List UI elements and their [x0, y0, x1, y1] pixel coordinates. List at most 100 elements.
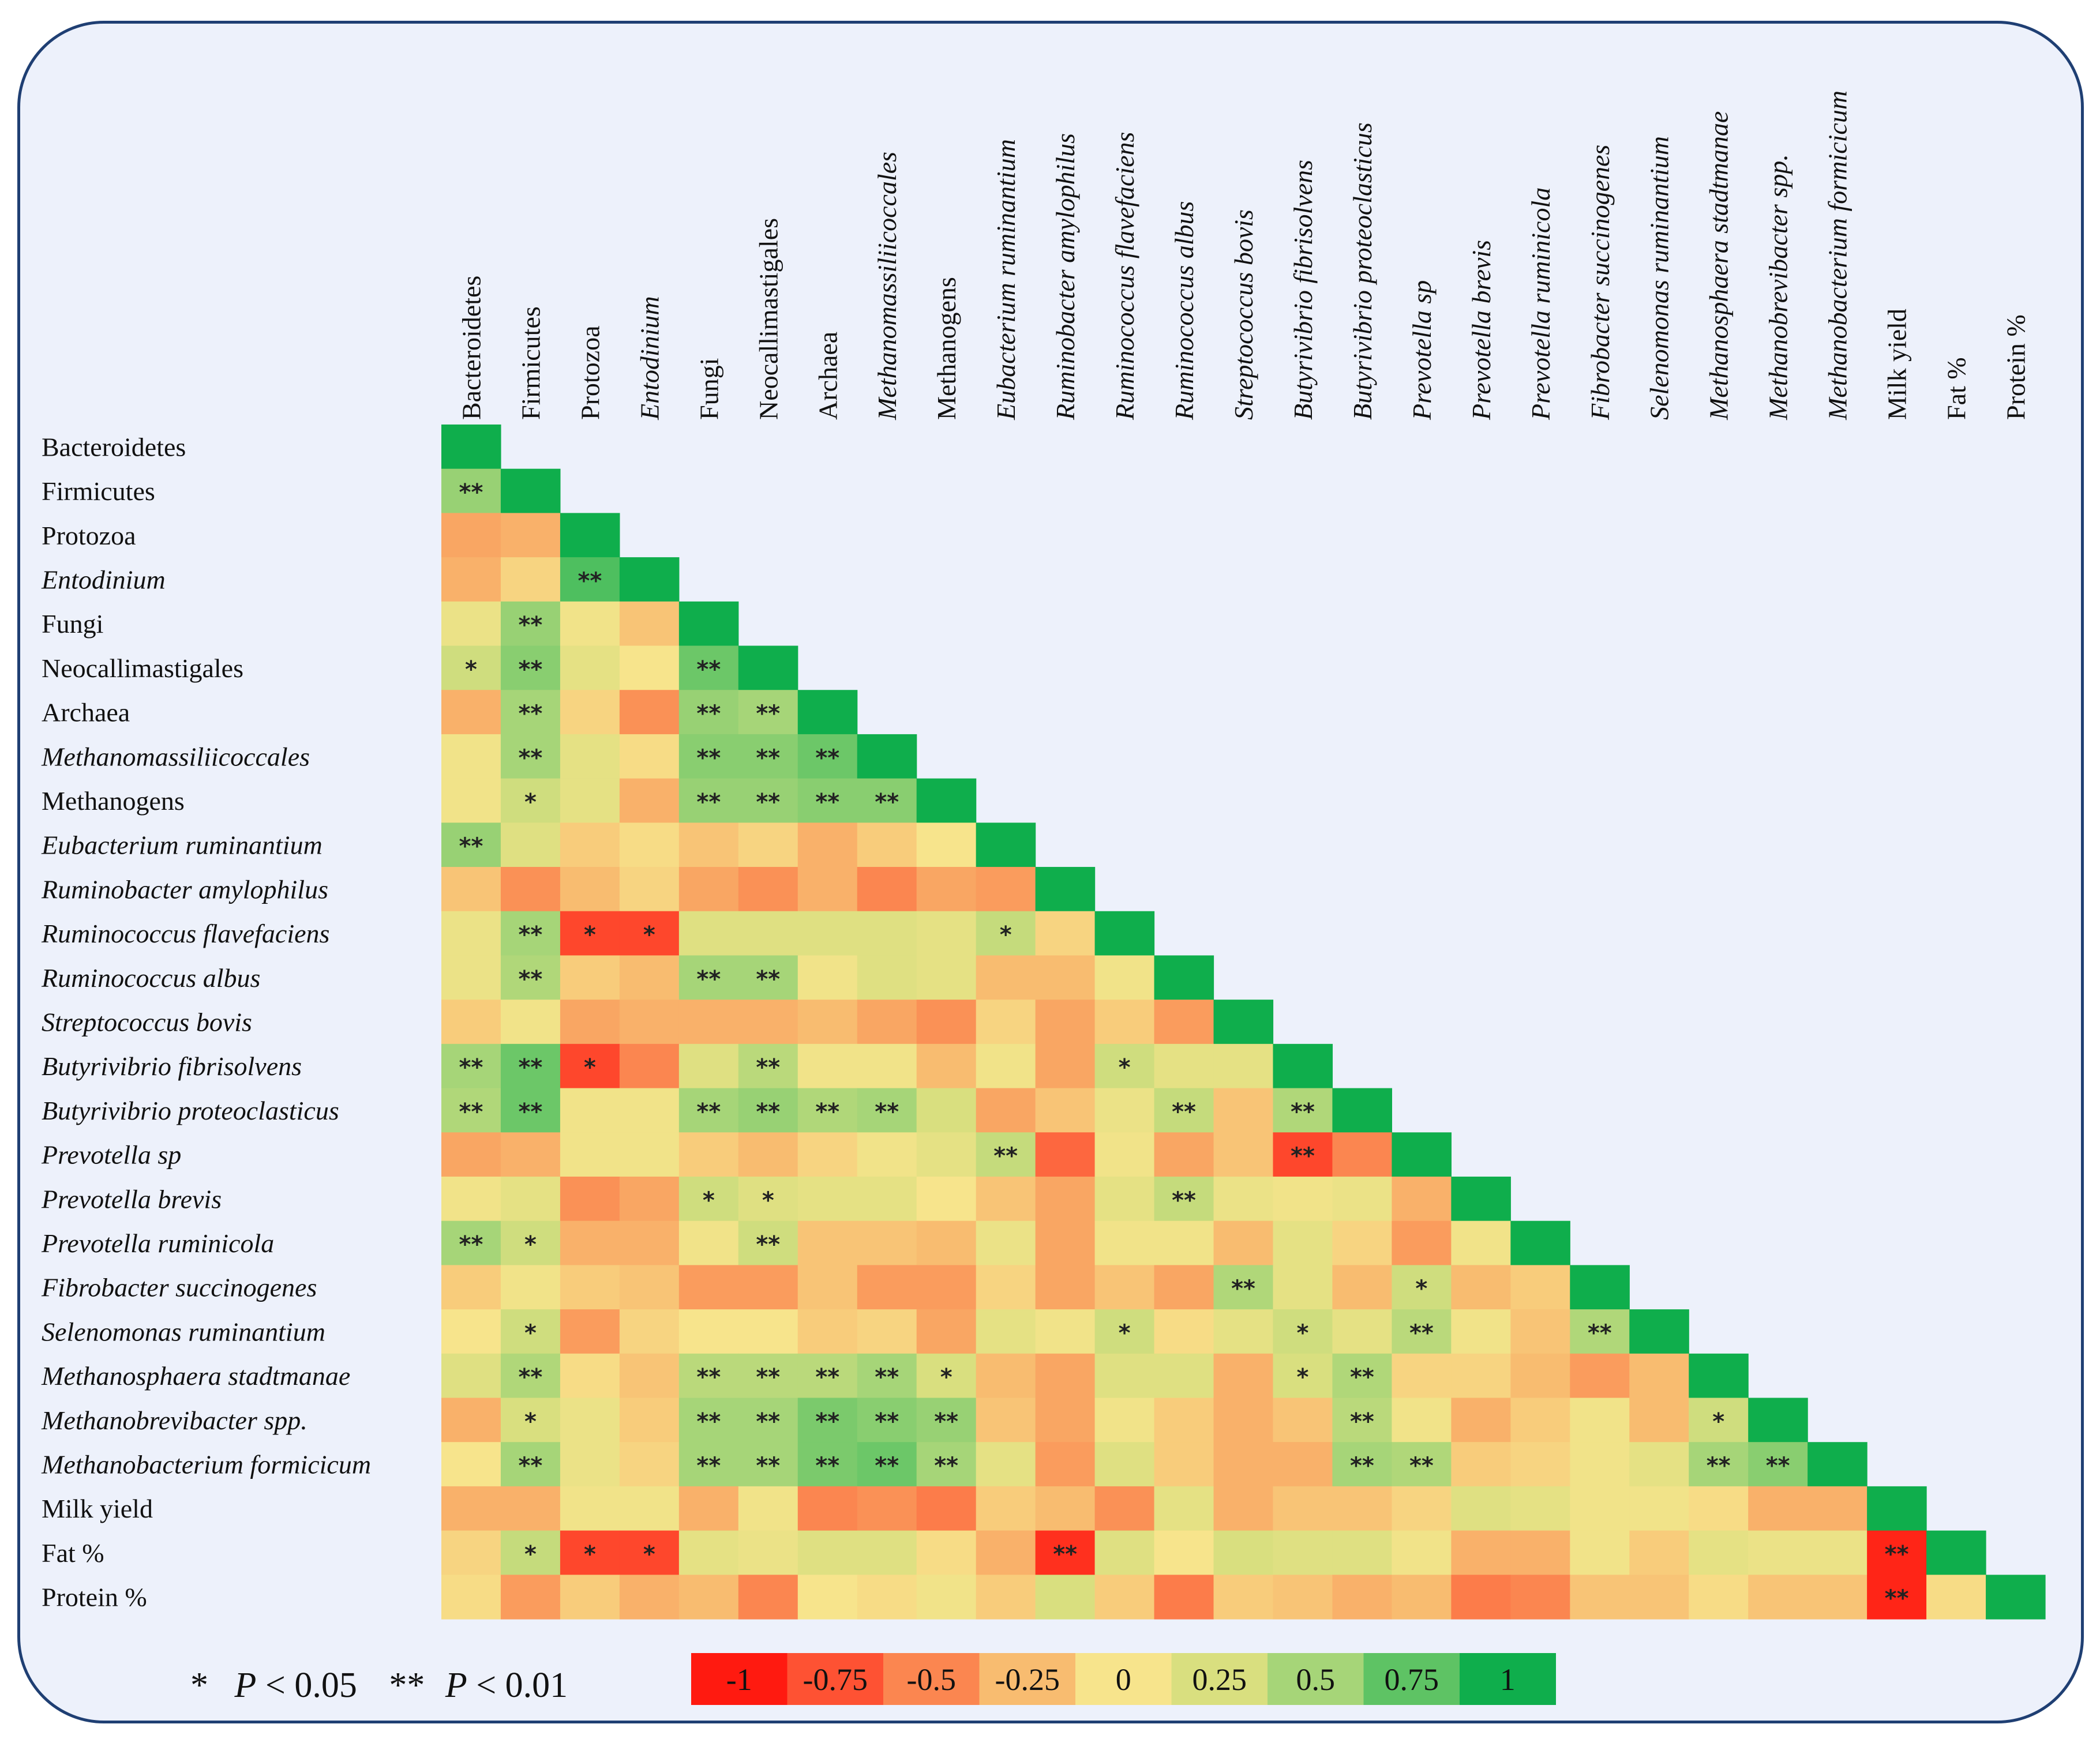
heatmap-cell — [500, 778, 561, 823]
significance-marker: ** — [519, 612, 543, 638]
significance-marker: ** — [519, 1364, 543, 1391]
heatmap-cell — [916, 1220, 977, 1265]
significance-marker: * — [524, 789, 537, 816]
row-label: Neocallimastigales — [42, 653, 243, 683]
significance-marker: ** — [993, 1143, 1018, 1170]
heatmap-cell — [1094, 1088, 1155, 1133]
legend-swatch — [787, 1653, 884, 1705]
heatmap-cell — [500, 1530, 561, 1575]
heatmap-cell — [1332, 1486, 1392, 1531]
significance-marker: ** — [815, 1099, 839, 1125]
heatmap-cell — [1094, 1575, 1155, 1620]
heatmap-cell — [976, 1442, 1036, 1487]
heatmap-cell — [500, 1220, 561, 1265]
heatmap-cell — [441, 425, 501, 470]
significance-marker: * — [643, 1541, 655, 1568]
heatmap-cell — [1154, 1530, 1214, 1575]
heatmap-cell — [976, 1353, 1036, 1399]
significance-marker: ** — [1588, 1320, 1612, 1346]
significance-marker: ** — [1409, 1453, 1434, 1479]
significance-marker: ** — [875, 1364, 899, 1391]
heatmap-cell — [738, 1000, 798, 1045]
heatmap-cell — [1273, 1088, 1333, 1133]
row-label: Selenomonas ruminantium — [42, 1317, 325, 1346]
heatmap-cell — [1094, 1398, 1155, 1443]
significance-marker: * — [1000, 922, 1012, 948]
column-label: Eubacterium ruminantium — [991, 139, 1021, 420]
heatmap-cell — [500, 468, 561, 513]
column-label: Prevotella sp — [1407, 280, 1437, 420]
significance-marker: ** — [875, 1409, 899, 1435]
row-label: Protozoa — [42, 521, 136, 550]
heatmap-cell — [1094, 1132, 1155, 1177]
column-label: Archaea — [813, 332, 842, 420]
significance-marker: ** — [875, 1453, 899, 1479]
heatmap-cell — [1570, 1353, 1630, 1399]
heatmap-cell — [619, 867, 680, 912]
heatmap-cell — [678, 734, 739, 779]
heatmap-cell — [500, 911, 561, 956]
heatmap-cell — [857, 1132, 917, 1177]
heatmap-cell — [1510, 1486, 1570, 1531]
heatmap-cell — [500, 513, 561, 558]
column-label: Butyrivibrio proteoclasticus — [1348, 122, 1377, 420]
heatmap-cell — [560, 1309, 620, 1354]
heatmap-cell — [560, 557, 620, 602]
heatmap-cell — [797, 734, 858, 779]
heatmap-cell — [976, 1176, 1036, 1222]
row-label: Butyrivibrio fibrisolvens — [42, 1051, 302, 1081]
significance-marker: ** — [1350, 1453, 1374, 1479]
heatmap-cell — [441, 1486, 501, 1531]
legend-swatch — [883, 1653, 980, 1705]
heatmap-cell — [560, 867, 620, 912]
significance-marker: ** — [1885, 1586, 1909, 1612]
heatmap-cell — [857, 911, 917, 956]
row-label: Methanosphaera stadtmanae — [41, 1361, 350, 1391]
heatmap-cell — [1689, 1575, 1749, 1620]
row-label: Butyrivibrio proteoclasticus — [42, 1096, 339, 1125]
legend-swatch — [1268, 1653, 1364, 1705]
legend-swatch — [691, 1653, 787, 1705]
heatmap-cell — [1392, 1265, 1452, 1310]
heatmap-cell — [797, 1088, 858, 1133]
significance-marker: ** — [756, 1453, 780, 1479]
heatmap-cell — [916, 911, 977, 956]
heatmap-cell — [560, 1353, 620, 1399]
significance-marker: ** — [1707, 1453, 1731, 1479]
significance-markers: ******* ** **** ** **** ** ** *** ** ** ** ****** * *… — [459, 479, 1909, 1612]
heatmap-cell — [857, 1353, 917, 1399]
column-label: Methanomassiliicoccales — [872, 152, 902, 420]
column-label: Protozoa — [575, 325, 605, 420]
heatmap-cell — [678, 1575, 739, 1620]
heatmap-cell — [619, 1398, 680, 1443]
significance-marker: ** — [578, 568, 602, 594]
heatmap-cell — [441, 734, 501, 779]
significance-marker: ** — [696, 1409, 721, 1435]
column-label: Protein % — [2001, 314, 2031, 420]
legend-label: 1 — [1500, 1662, 1516, 1697]
heatmap-cell — [1094, 1265, 1155, 1310]
row-label: Entodinium — [41, 565, 166, 594]
heatmap-cell — [619, 822, 680, 867]
heatmap-cell — [1807, 1486, 1867, 1531]
heatmap-cell — [916, 955, 977, 1000]
column-label: Streptococcus bovis — [1229, 209, 1258, 420]
heatmap-cell — [976, 1530, 1036, 1575]
heatmap-cell — [678, 1000, 739, 1045]
heatmap-cell — [976, 1132, 1036, 1177]
column-label: Bacteroidetes — [456, 276, 486, 420]
heatmap-cell — [441, 955, 501, 1000]
heatmap-cell — [1273, 1353, 1333, 1399]
significance-marker: * — [1119, 1320, 1131, 1346]
significance-marker: ** — [459, 1231, 483, 1258]
heatmap-cell — [441, 1353, 501, 1399]
heatmap-cell — [738, 1088, 798, 1133]
heatmap-cell — [1510, 1530, 1570, 1575]
heatmap-cell — [619, 1486, 680, 1531]
significance-marker: ** — [696, 1364, 721, 1391]
heatmap-cell — [1510, 1398, 1570, 1443]
significance-marker: ** — [519, 922, 543, 948]
heatmap-cell — [857, 1575, 917, 1620]
heatmap-cell — [500, 601, 561, 647]
row-label: Methanobacterium formicicum — [41, 1450, 371, 1479]
